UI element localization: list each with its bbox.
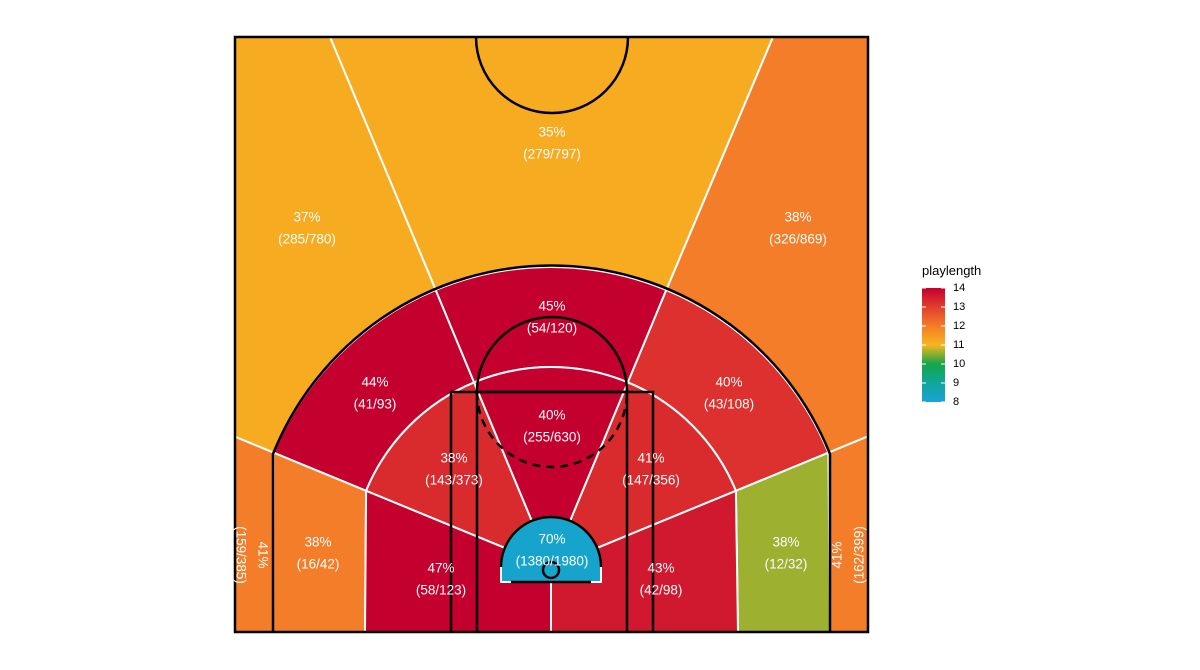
zone-count: (162/399): [852, 526, 867, 584]
zones: [234, 36, 869, 633]
three-point-line: [271, 264, 832, 632]
zone-count: (16/42): [297, 557, 340, 572]
zone-count: (279/797): [523, 147, 581, 162]
zone-count: (58/123): [416, 583, 466, 598]
court-lines: [233, 35, 870, 634]
zone-pct: 41%: [637, 451, 664, 466]
zone-count: (147/356): [622, 473, 680, 488]
zone-pct: 44%: [361, 375, 388, 390]
restricted-arc: [499, 515, 603, 568]
zone-count: (285/780): [278, 232, 336, 247]
colorbar-tick-label: 14: [953, 282, 965, 294]
zone-count: (43/108): [704, 397, 754, 412]
zone-pct: 43%: [647, 561, 674, 576]
zone-pct: 37%: [293, 210, 320, 225]
zone-pct: 35%: [538, 125, 565, 140]
zone-count: (42/98): [640, 583, 683, 598]
court-border: [233, 35, 870, 634]
zone-pct: 40%: [715, 375, 742, 390]
zone-pct: 47%: [427, 561, 454, 576]
zone-pct: 45%: [538, 299, 565, 314]
lane-inner: [475, 390, 629, 632]
zone-count: (41/93): [354, 397, 397, 412]
colorbar-tick-label: 10: [953, 358, 965, 370]
zone-count: (159/385): [233, 526, 248, 584]
colorbar-tick-label: 8: [953, 396, 959, 408]
colorbar-tick-label: 9: [953, 377, 959, 389]
legend: playlength 8 9 10 11 12 13 14: [922, 263, 981, 408]
zone-labels: 35% (279/797) 37% (285/780) 38% (326/869) 41% (…: [233, 125, 866, 598]
zone-count: (326/869): [769, 232, 827, 247]
zone-label-group: 41% (162/399): [830, 526, 867, 584]
zone-pct: 41%: [830, 541, 845, 568]
zone-count: (54/120): [527, 321, 577, 336]
zone-pct: 70%: [538, 532, 565, 547]
colorbar-tick-label: 13: [953, 301, 965, 313]
zone-pct: 41%: [255, 541, 270, 568]
free-throw-circle-dashed: [475, 391, 629, 469]
rim: [541, 560, 561, 580]
colorbar-tick-label: 12: [953, 320, 965, 332]
half-court-circle: [474, 36, 630, 115]
zone-pct: 38%: [772, 535, 799, 550]
zone-count: (255/630): [523, 430, 581, 445]
colorbar: [922, 288, 945, 402]
zone-count: (12/32): [765, 557, 808, 572]
zone-pct: 38%: [440, 451, 467, 466]
legend-title: playlength: [922, 263, 981, 278]
zone-label-group: 41% (159/385): [233, 526, 270, 584]
zone-pct: 40%: [538, 408, 565, 423]
zone-count: (1380/1980): [516, 554, 589, 569]
zone-count: (143/373): [425, 473, 483, 488]
colorbar-tick-label: 11: [953, 339, 964, 351]
zone-pct: 38%: [784, 210, 811, 225]
zone-pct: 38%: [304, 535, 331, 550]
free-throw-circle: [475, 315, 629, 393]
